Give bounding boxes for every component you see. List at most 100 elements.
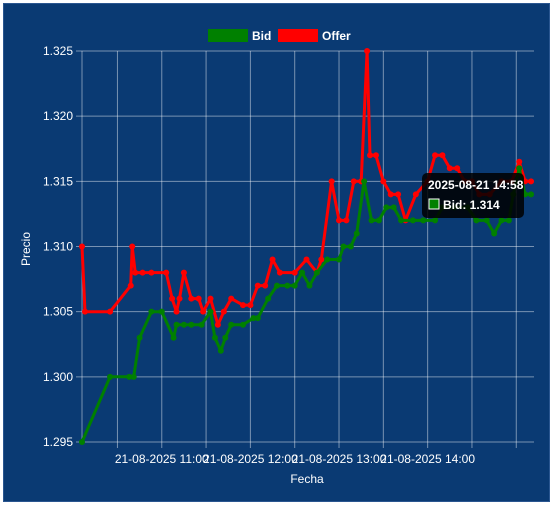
data-point-bid [148, 308, 155, 315]
y-axis-ticks: 1.295 1.300 1.305 1.310 1.315 1.320 1.325 [43, 44, 73, 449]
data-point-bid [390, 204, 397, 211]
data-point-bid [222, 334, 229, 341]
data-point-offer [247, 302, 254, 309]
data-point-bid [340, 243, 347, 250]
x-tick-label: 21-08-2025 12:00 [203, 452, 298, 466]
tooltip-label: Bid: 1.314 [443, 198, 500, 212]
data-point-bid [299, 269, 306, 276]
data-point-bid [198, 321, 205, 328]
x-tick-label: 21-08-2025 13:00 [292, 452, 387, 466]
data-point-offer [132, 269, 139, 276]
x-tick-label: 21-08-2025 11:00 [115, 452, 209, 466]
data-point-bid [265, 295, 272, 302]
data-point-offer [387, 191, 394, 198]
x-axis-title: Fecha [290, 472, 324, 486]
data-point-bid [284, 282, 291, 289]
data-point-bid [136, 334, 143, 341]
data-point-offer [129, 243, 136, 250]
data-point-bid [483, 217, 490, 224]
data-point-bid [173, 321, 180, 328]
data-point-offer [291, 269, 298, 276]
y-tick-label: 1.300 [43, 370, 73, 384]
tooltip-swatch [428, 198, 440, 210]
data-point-offer [395, 191, 402, 198]
data-point-bid [324, 256, 331, 263]
data-point-offer [200, 308, 207, 315]
data-point-bid [254, 315, 261, 322]
chart-panel: 1.295 1.300 1.305 1.310 1.315 1.320 1.325 21-0… [3, 3, 550, 502]
y-tick-label: 1.325 [43, 44, 73, 58]
data-point-offer [343, 217, 350, 224]
data-point-offer [439, 152, 446, 159]
data-point-bid [361, 178, 368, 185]
y-tick-label: 1.320 [43, 109, 73, 123]
data-point-bid [217, 347, 224, 354]
legend-label-bid: Bid [252, 29, 271, 43]
data-point-bid [126, 373, 133, 380]
data-point-offer [180, 269, 187, 276]
data-point-bid [409, 217, 416, 224]
data-point-offer [446, 165, 453, 172]
legend[interactable]: Bid Offer [208, 29, 351, 43]
data-point-bid [207, 308, 214, 315]
data-point-bid [528, 191, 535, 198]
price-chart: 1.295 1.300 1.305 1.310 1.315 1.320 1.325 21-0… [19, 29, 535, 486]
data-point-bid [383, 204, 390, 211]
data-point-offer [127, 282, 134, 289]
data-point-bid [240, 321, 247, 328]
y-axis-title: Precio [19, 232, 33, 266]
data-point-bid [398, 217, 405, 224]
data-point-bid [228, 321, 235, 328]
data-point-bid [313, 269, 320, 276]
data-point-bid [375, 217, 382, 224]
data-point-offer [228, 295, 235, 302]
data-point-offer [303, 256, 310, 263]
data-point-bid [130, 373, 137, 380]
data-point-bid [505, 217, 512, 224]
data-point-bid [516, 165, 523, 172]
data-point-offer [220, 308, 227, 315]
tooltip: 2025-08-21 14:58 Bid: 1.314 [422, 173, 524, 218]
y-tick-label: 1.305 [43, 305, 73, 319]
legend-item-offer[interactable]: Offer [278, 29, 351, 43]
data-point-bid [368, 217, 375, 224]
data-point-offer [367, 152, 374, 159]
data-point-offer [516, 158, 523, 165]
data-point-bid [188, 321, 195, 328]
data-point-offer [163, 269, 170, 276]
data-point-bid [473, 217, 480, 224]
data-point-offer [176, 295, 183, 302]
data-point-offer [79, 243, 85, 250]
data-point-offer [81, 308, 88, 315]
data-point-bid [107, 373, 114, 380]
data-point-bid [291, 282, 298, 289]
data-point-bid [336, 256, 343, 263]
data-point-offer [262, 282, 269, 289]
x-tick-label: 21-08-2025 14:00 [380, 452, 475, 466]
data-point-bid [79, 439, 85, 445]
data-point-offer [240, 302, 247, 309]
data-point-offer [107, 308, 114, 315]
data-point-offer [207, 295, 214, 302]
data-point-offer [328, 178, 335, 185]
data-point-offer [169, 295, 176, 302]
y-tick-label: 1.295 [43, 435, 73, 449]
data-point-offer [195, 295, 202, 302]
data-point-bid [273, 282, 280, 289]
legend-label-offer: Offer [322, 29, 351, 43]
data-point-offer [380, 178, 387, 185]
legend-item-bid[interactable]: Bid [208, 29, 271, 43]
data-point-bid [420, 217, 427, 224]
data-point-offer [148, 269, 155, 276]
data-point-bid [250, 315, 257, 322]
data-point-offer [412, 191, 419, 198]
data-point-offer [173, 308, 180, 315]
data-point-offer [350, 178, 357, 185]
data-point-bid [353, 230, 360, 237]
data-point-bid [347, 243, 354, 250]
data-point-offer [454, 165, 461, 172]
data-point-offer [214, 321, 221, 328]
data-point-offer [364, 48, 371, 54]
data-point-bid [158, 308, 165, 315]
